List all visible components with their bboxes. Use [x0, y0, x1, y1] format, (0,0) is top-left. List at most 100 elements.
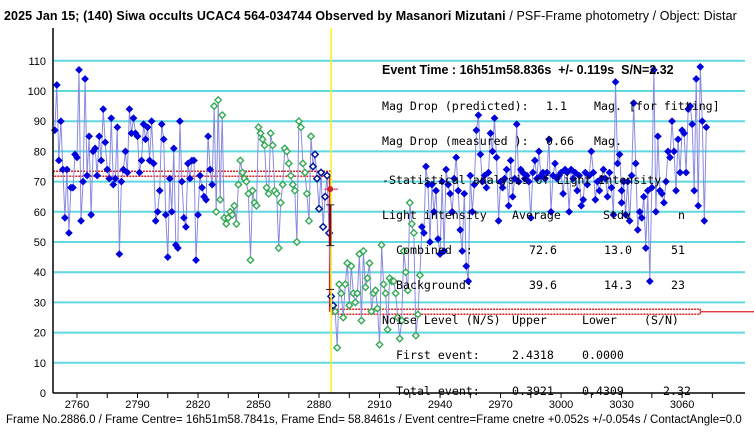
data-point [204, 132, 213, 141]
data-point [300, 168, 310, 177]
data-point [573, 186, 582, 195]
x-tick-label: 3060 [670, 399, 694, 411]
data-point [302, 189, 312, 198]
chart-title: 2025 Jan 15; (140) Siwa occults UCAC4 56… [4, 9, 737, 23]
data-point [403, 286, 412, 295]
data-point [486, 129, 495, 138]
data-point [306, 132, 316, 141]
data-point [141, 135, 150, 144]
data-point [674, 135, 683, 144]
data-point [125, 105, 134, 114]
data-point [107, 114, 116, 123]
data-point [163, 253, 172, 262]
data-point [613, 159, 622, 168]
data-point [169, 144, 178, 153]
data-point [647, 183, 656, 192]
data-point [522, 171, 531, 180]
event-crosshair-dot [327, 186, 334, 193]
data-point [208, 180, 217, 189]
data-point [502, 165, 511, 174]
data-point [157, 120, 166, 129]
data-point [206, 165, 215, 174]
data-point [664, 147, 672, 156]
y-tick-label: 70 [34, 177, 46, 189]
data-point [333, 343, 342, 352]
data-point [64, 228, 73, 237]
data-point [401, 268, 410, 277]
data-point [298, 159, 308, 168]
data-point [278, 180, 287, 189]
data-point [694, 201, 703, 210]
x-tick-label: 2820 [186, 399, 210, 411]
data-point [341, 280, 350, 289]
data-point [399, 246, 408, 256]
data-point [377, 240, 386, 250]
data-point [440, 247, 449, 256]
data-point [631, 159, 640, 168]
data-point [353, 289, 362, 298]
footer-info: Frame No.2886.0 / Frame Centre= 16h51m58… [6, 414, 742, 426]
chart-title-bold: 2025 Jan 15; (140) Siwa occults UCAC4 56… [4, 9, 506, 23]
data-point [659, 198, 668, 207]
data-point [389, 277, 398, 286]
data-point [524, 177, 533, 186]
data-point [633, 225, 642, 234]
y-tick-labels: 0 10 20 30 40 50 60 70 80 90 100 110 [28, 56, 46, 400]
data-point [347, 261, 356, 271]
data-point [482, 183, 491, 192]
data-point [478, 177, 487, 186]
data-point [292, 237, 302, 247]
data-point [609, 210, 618, 219]
data-point [167, 207, 176, 216]
noise-label: Noise Level (N/S) [382, 313, 501, 328]
data-point [432, 186, 440, 195]
data-point [682, 168, 691, 177]
data-point [637, 213, 646, 222]
data-point [79, 177, 88, 186]
data-point [73, 153, 81, 162]
total-event-label: Total event: [396, 383, 480, 398]
y-tick-label: 30 [34, 297, 46, 309]
data-point [117, 177, 126, 186]
data-point [506, 156, 515, 165]
mag-drop-measured-unit: Mag. [594, 133, 622, 148]
data-point [288, 180, 298, 189]
data-point [121, 147, 130, 156]
data-point [391, 289, 400, 298]
data-point [567, 165, 576, 174]
data-point [692, 74, 701, 83]
data-point [462, 262, 471, 271]
data-point [294, 117, 304, 126]
data-point [218, 110, 227, 120]
data-point [322, 171, 332, 180]
data-point [256, 129, 265, 138]
mag-drop-predicted-unit: Mag. [for fitting] [594, 98, 720, 113]
data-point [587, 147, 596, 156]
data-point [484, 168, 493, 177]
data-point [192, 256, 200, 265]
data-point [676, 168, 685, 177]
data-point [702, 123, 711, 132]
col-header-average: Average [512, 208, 561, 223]
data-point [310, 150, 320, 159]
data-point [316, 168, 326, 177]
combined-average: 72.6 [529, 243, 557, 258]
data-point [627, 171, 636, 180]
data-point [419, 228, 428, 237]
y-tick-label: 40 [34, 267, 46, 279]
data-point [228, 210, 237, 220]
data-point [559, 189, 568, 198]
data-point [238, 168, 247, 177]
data-point [345, 301, 354, 310]
data-point [282, 147, 291, 156]
data-point [272, 189, 281, 198]
x-tick-label: 2790 [125, 399, 149, 411]
data-point [397, 316, 406, 325]
data-point [194, 210, 202, 219]
data-point [690, 186, 699, 195]
data-point [668, 117, 676, 126]
y-tick-label: 90 [34, 116, 46, 128]
data-point [498, 183, 507, 192]
data-point [75, 65, 83, 74]
data-point [91, 144, 100, 153]
